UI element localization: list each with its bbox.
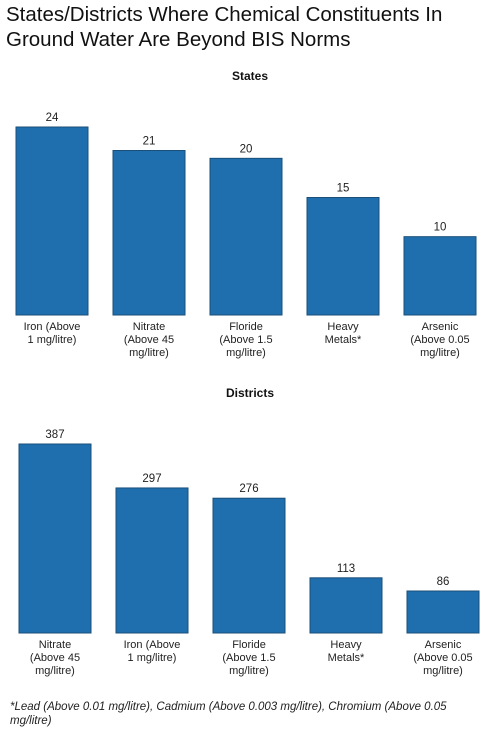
states-chart-title: States: [232, 69, 268, 83]
districts-data-label: 297: [142, 473, 161, 485]
states-bar: [403, 236, 477, 316]
districts-chart-title: Districts: [226, 386, 274, 400]
states-data-label: 21: [143, 136, 156, 148]
districts-data-label: 113: [337, 563, 355, 575]
states-data-label: 10: [434, 222, 447, 234]
districts-bar: [18, 443, 92, 634]
states-category-label: Heavy Metals*: [325, 321, 362, 346]
states-bar: [209, 157, 283, 316]
page-title: States/Districts Where Chemical Constitu…: [6, 3, 443, 51]
states-bar: [15, 126, 89, 316]
states-bar: [306, 197, 380, 316]
districts-category-label: Arsenic (Above 0.05 mg/litre): [413, 639, 472, 677]
states-category-label: Iron (Above 1 mg/litre): [24, 321, 81, 346]
states-chart: States 24 Iron (Above 1 mg/litre) 21 Nitrate(…: [15, 69, 477, 359]
districts-bar: [406, 590, 480, 634]
footnote: *Lead (Above 0.01 mg/litre), Cadmium (Ab…: [10, 701, 447, 727]
districts-chart: Districts 387 Nitrate (Above 45 mg/litre) 297…: [18, 386, 480, 677]
districts-category-label: Heavy Metals*: [328, 639, 365, 664]
states-data-label: 15: [337, 183, 350, 195]
states-category-label: Nitrate (Above 45 mg/litre): [124, 321, 174, 359]
districts-bar: [115, 487, 189, 634]
districts-data-label: 387: [45, 429, 64, 441]
districts-bar: [309, 577, 383, 634]
districts-data-label: 86: [437, 576, 450, 588]
states-category-label: Floride (Above 1.5 mg/litre): [219, 321, 272, 359]
states-data-label: 20: [240, 143, 253, 155]
districts-category-label: Iron (Above 1 mg/litre): [124, 639, 181, 664]
districts-bar: [212, 497, 286, 634]
states-category-label: Arsenic (Above 0.05 mg/litre): [410, 321, 469, 359]
states-bar: [112, 150, 186, 316]
states-data-label: 24: [46, 112, 59, 124]
districts-category-label: Floride (Above 1.5 mg/litre): [222, 639, 275, 677]
districts-category-label: Nitrate (Above 45 mg/litre): [30, 639, 80, 677]
districts-data-label: 276: [239, 483, 258, 495]
